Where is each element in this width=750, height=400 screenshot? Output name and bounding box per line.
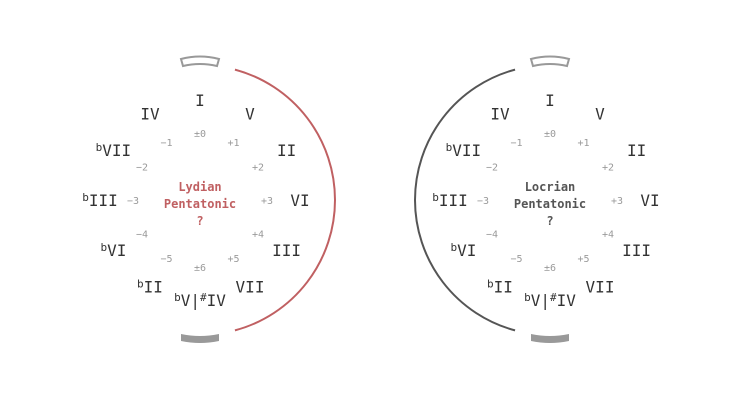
semitone-offset: +2: [252, 163, 264, 174]
flat-mark: b: [96, 141, 103, 154]
scale-arc: [414, 68, 516, 332]
semitone-offset: −5: [160, 254, 172, 265]
scale-title-line: ?: [196, 214, 203, 228]
degree-label: bII: [487, 278, 513, 297]
degree-label: IV: [140, 104, 160, 123]
semitone-offset: +3: [261, 196, 273, 207]
semitone-offset: +4: [252, 230, 264, 241]
semitone-offset: ±0: [544, 129, 556, 140]
flat-mark: b: [487, 278, 494, 291]
semitone-offset: ±0: [194, 129, 206, 140]
semitone-offset: −1: [160, 138, 172, 149]
semitone-offset: +1: [227, 138, 239, 149]
semitone-offset: −2: [486, 163, 498, 174]
degree-label: bV|#IV: [174, 291, 226, 310]
sharp-mark: #: [200, 291, 207, 304]
semitone-offset: ±6: [194, 263, 206, 274]
wheel-1: IVIIVIIIIVIIbV|#IVbIIbVIbIIIbVIIIV±0+1+2…: [82, 55, 336, 343]
sharp-mark: #: [550, 291, 557, 304]
scale-title-line: Pentatonic: [514, 197, 586, 211]
degree-label: VII: [236, 278, 265, 297]
degree-label: II: [627, 141, 646, 160]
semitone-offset: −3: [477, 196, 489, 207]
degree-label: III: [272, 241, 301, 260]
degree-label: V: [595, 104, 605, 123]
flat-mark: b: [446, 141, 453, 154]
scale-title-line: Lydian: [178, 180, 221, 194]
scale-arc: [234, 68, 336, 332]
degree-label: II: [277, 141, 296, 160]
semitone-offset: −1: [510, 138, 522, 149]
degree-label: I: [545, 91, 555, 110]
top-marker: [179, 55, 221, 68]
degree-label: VII: [586, 278, 615, 297]
semitone-offset: +4: [602, 230, 614, 241]
semitone-offset: +5: [227, 254, 239, 265]
semitone-offset: +5: [577, 254, 589, 265]
degree-label: bVII: [96, 141, 132, 160]
scale-title-line: Pentatonic: [164, 197, 236, 211]
flat-mark: b: [450, 241, 457, 254]
degree-label: IV: [490, 104, 510, 123]
semitone-offset: ±6: [544, 263, 556, 274]
degree-label: bV|#IV: [524, 291, 576, 310]
semitone-offset: +2: [602, 163, 614, 174]
degree-label: V: [245, 104, 255, 123]
wheel-2: IVIIVIIIIVIIbV|#IVbIIbVIbIIIbVIIIV±0+1+2…: [414, 55, 660, 343]
semitone-offset: −4: [486, 230, 498, 241]
flat-mark: b: [100, 241, 107, 254]
degree-label: bIII: [82, 191, 118, 210]
bottom-marker: [181, 334, 219, 343]
degree-label: III: [622, 241, 651, 260]
degree-label: bVII: [446, 141, 482, 160]
semitone-offset: −3: [127, 196, 139, 207]
semitone-offset: +3: [611, 196, 623, 207]
scale-title-line: ?: [546, 214, 553, 228]
degree-label: bII: [137, 278, 163, 297]
bottom-marker: [531, 334, 569, 343]
semitone-offset: −4: [136, 230, 148, 241]
semitone-offset: −2: [136, 163, 148, 174]
degree-label: VI: [640, 191, 659, 210]
semitone-offset: −5: [510, 254, 522, 265]
scale-title-line: Locrian: [525, 180, 576, 194]
flat-mark: b: [174, 291, 181, 304]
semitone-offset: +1: [577, 138, 589, 149]
degree-label: bVI: [450, 241, 476, 260]
flat-mark: b: [524, 291, 531, 304]
degree-label: I: [195, 91, 205, 110]
flat-mark: b: [432, 191, 439, 204]
degree-label: bVI: [100, 241, 126, 260]
degree-label: bIII: [432, 191, 468, 210]
flat-mark: b: [82, 191, 89, 204]
flat-mark: b: [137, 278, 144, 291]
top-marker: [529, 55, 571, 68]
degree-label: VI: [290, 191, 309, 210]
